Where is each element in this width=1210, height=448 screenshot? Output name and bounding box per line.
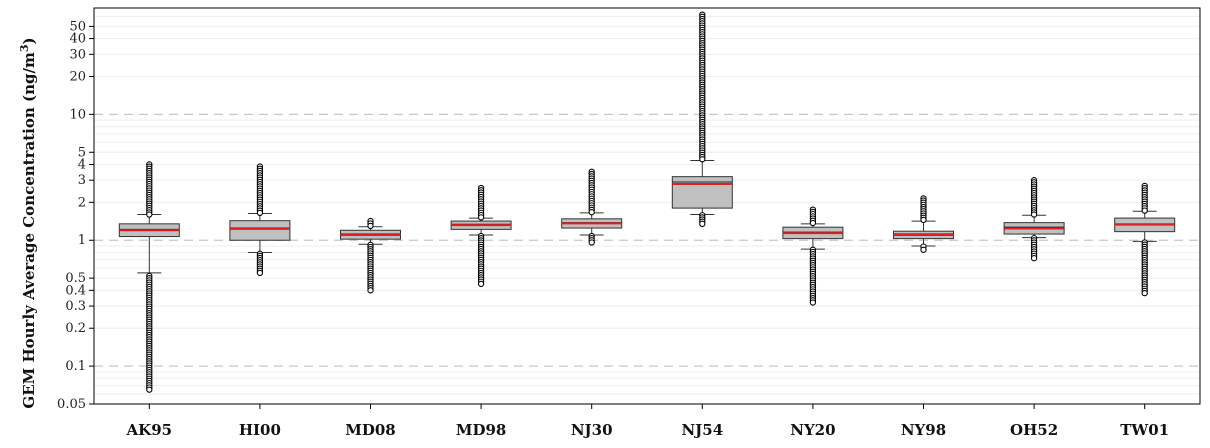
y-tick-label: 0.1 (65, 359, 86, 374)
outlier-point-low (588, 239, 595, 246)
outlier-point-high (1141, 207, 1148, 214)
x-tick-label: NJ54 (681, 421, 723, 439)
box-nj54 (671, 11, 733, 227)
y-axis-label-superscript: 3 (18, 45, 31, 53)
box-ny98 (893, 195, 954, 253)
box-ak95 (118, 161, 180, 393)
outlier-point-low (146, 386, 153, 393)
y-tick-label: 30 (69, 47, 86, 62)
x-tick-label: NY98 (901, 421, 946, 439)
outlier-point-low (809, 299, 817, 306)
x-tick-label: NY20 (790, 421, 835, 439)
y-tick-label: 0.2 (65, 321, 86, 336)
outlier-point-high (809, 219, 817, 227)
x-tick-label: TW01 (1120, 421, 1169, 439)
outlier-point-low (1030, 255, 1038, 262)
y-tick-label: 0.05 (57, 397, 86, 412)
x-tick-label: MD08 (345, 421, 396, 439)
y-axis-label-text: GEM Hourly Average Concentration (ng/m (20, 52, 38, 409)
outlier-point-high (920, 216, 927, 224)
box-series (118, 11, 1176, 393)
y-tick-label: 40 (69, 32, 86, 47)
outlier-point-high (477, 214, 485, 221)
y-tick-label: 0.5 (65, 271, 86, 286)
y-tick-label: 4 (78, 157, 86, 172)
box-oh52 (1003, 177, 1065, 262)
iqr-box (229, 220, 291, 241)
x-tick-label: MD98 (456, 421, 507, 439)
box-md98 (450, 184, 512, 288)
outlier-point-high (256, 209, 264, 217)
outlier-point-high (146, 211, 153, 218)
y-tick-label: 3 (78, 173, 86, 188)
x-tick-label: AK95 (126, 421, 173, 439)
box-nj30 (561, 168, 623, 246)
y-tick-label: 1 (78, 233, 86, 248)
y-tick-label: 50 (69, 19, 86, 34)
y-tick-label: 2 (78, 195, 86, 210)
box-hi00 (229, 163, 291, 277)
grid-lines (94, 7, 1200, 405)
box-ny20 (782, 206, 844, 306)
outlier-point-high (1030, 211, 1038, 218)
y-tick-label: 5 (78, 145, 86, 160)
iqr-box (671, 176, 733, 209)
x-tick-label: NJ30 (571, 421, 613, 439)
y-tick-label: 20 (69, 69, 86, 84)
x-tick-label: OH52 (1010, 421, 1058, 439)
x-axis: AK95 HI00 MD08 MD98 NJ30 NJ54 NY20 NY98 OH52 TW01 (126, 404, 1169, 439)
y-tick-label: 0.4 (65, 283, 86, 298)
outlier-point-high (367, 222, 374, 230)
box-tw01 (1114, 182, 1176, 297)
y-tick-label: 0.3 (65, 299, 86, 314)
y-tick-label: 10 (69, 107, 86, 122)
outlier-point-low (1141, 289, 1148, 297)
outlier-point-low (256, 269, 264, 277)
plot-frame (93, 7, 1201, 405)
outlier-point-low (367, 287, 374, 294)
outlier-point-high (588, 209, 595, 216)
outlier-point-high (699, 156, 706, 163)
outlier-point-low (920, 246, 927, 253)
box-md08 (340, 217, 401, 294)
outlier-point-low (477, 280, 485, 288)
y-axis-label-close: ) (20, 37, 38, 44)
x-tick-label: HI00 (239, 421, 281, 439)
y-axis-label: GEM Hourly Average Concentration (ng/m3) (18, 37, 38, 408)
outlier-point-low (699, 220, 706, 227)
